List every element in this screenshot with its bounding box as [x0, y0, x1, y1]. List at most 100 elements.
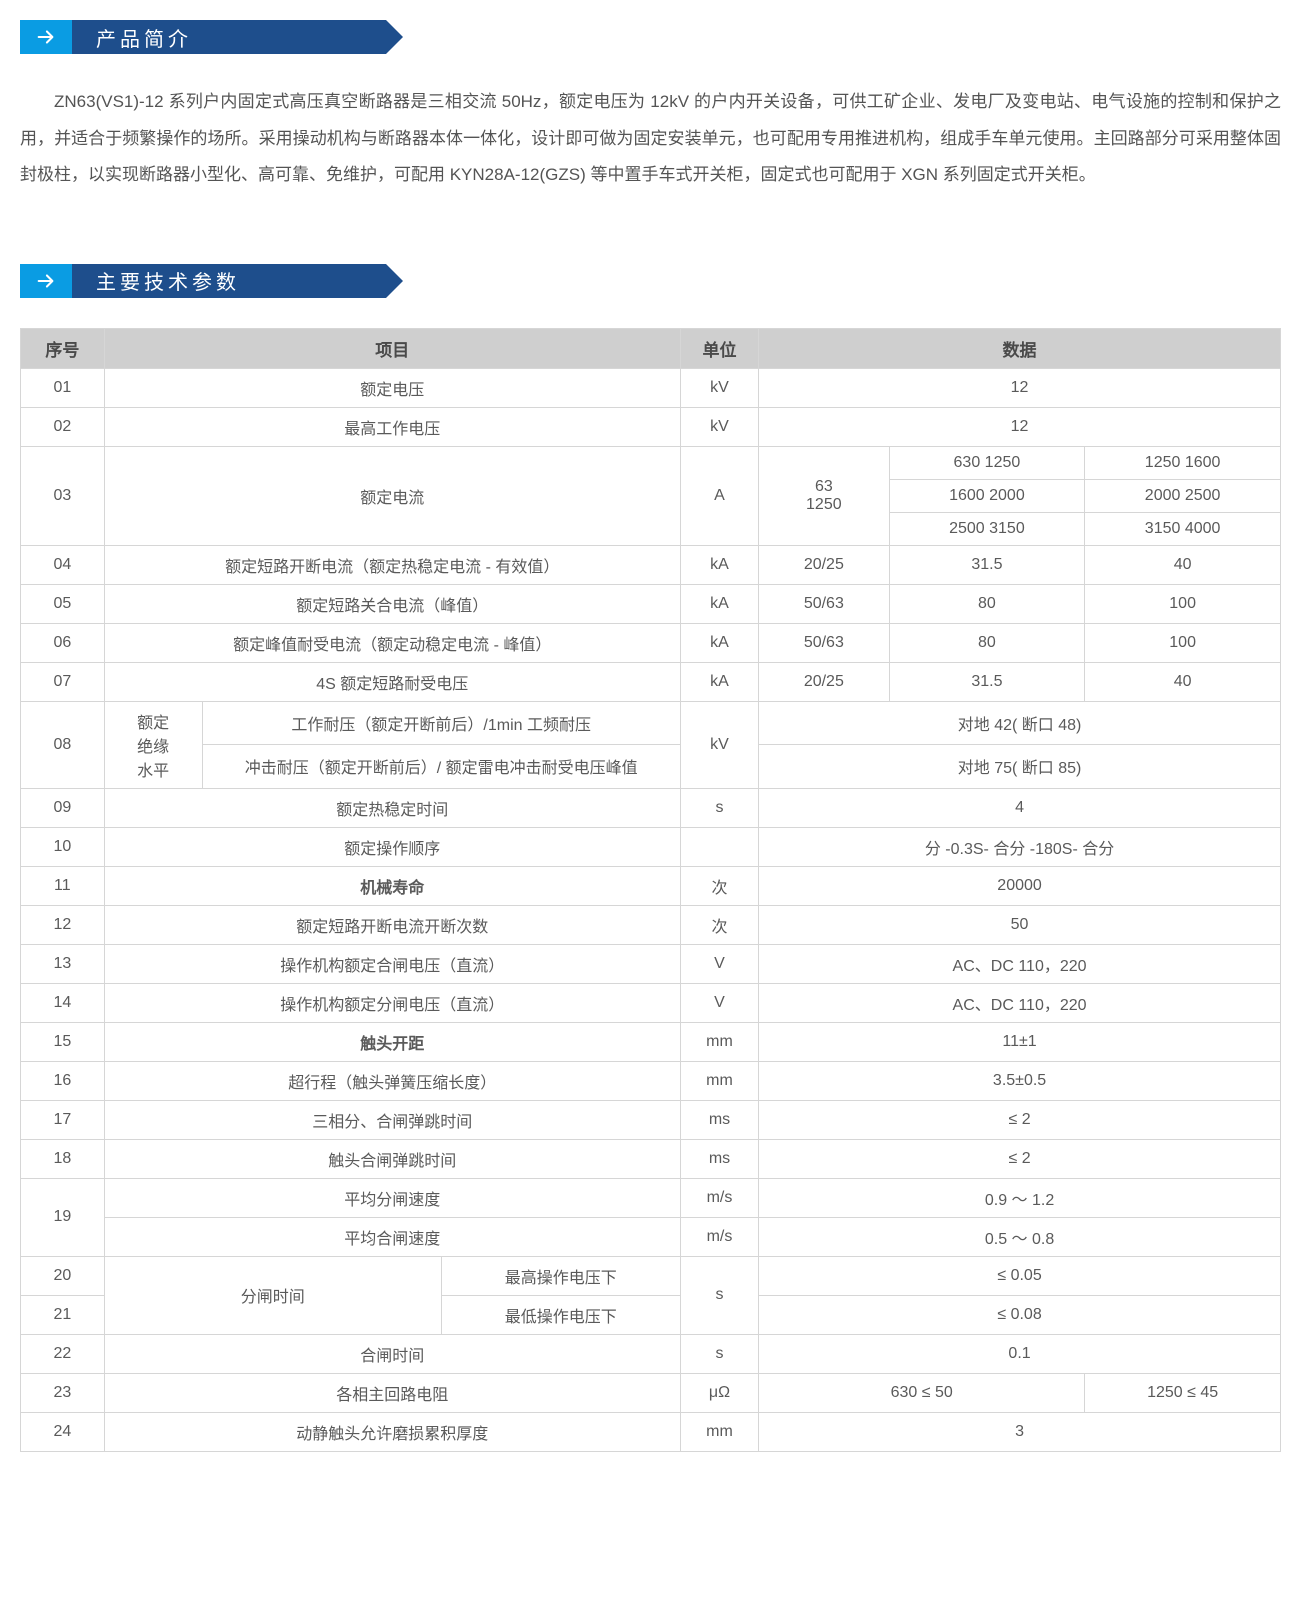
- table-row: 14 操作机构额定分闸电压（直流） V AC、DC 110，220: [21, 983, 1281, 1022]
- cell-data: ≤ 0.08: [759, 1295, 1281, 1334]
- th-data: 数据: [759, 328, 1281, 368]
- table-row: 06 额定峰值耐受电流（额定动稳定电流 - 峰值） kA 50/63 80 10…: [21, 623, 1281, 662]
- cell-data: ≤ 0.05: [759, 1256, 1281, 1295]
- arrow-right-icon: [20, 264, 72, 298]
- cell-unit: ms: [680, 1100, 758, 1139]
- cell-unit: mm: [680, 1022, 758, 1061]
- table-header-row: 序号 项目 单位 数据: [21, 328, 1281, 368]
- cell-unit: V: [680, 944, 758, 983]
- cell-data: 20/25: [759, 662, 889, 701]
- cell-item: 超行程（触头弹簧压缩长度）: [104, 1061, 680, 1100]
- cell-item: 4S 额定短路耐受电压: [104, 662, 680, 701]
- cell-data: 40: [1085, 545, 1281, 584]
- cell-unit: 次: [680, 905, 758, 944]
- table-row: 08 额定 绝缘 水平 工作耐压（额定开断前后）/1min 工频耐压 kV 对地…: [21, 701, 1281, 745]
- cell-data: 1250 1600: [1085, 446, 1281, 479]
- table-row: 13 操作机构额定合闸电压（直流） V AC、DC 110，220: [21, 944, 1281, 983]
- cell-data: 20000: [759, 866, 1281, 905]
- cell-item: 额定短路开断电流开断次数: [104, 905, 680, 944]
- cell-unit: ms: [680, 1139, 758, 1178]
- table-row: 02 最高工作电压 kV 12: [21, 407, 1281, 446]
- table-row: 平均合闸速度 m/s 0.5 ～ 0.8: [21, 1217, 1281, 1256]
- cell-idx: 24: [21, 1412, 105, 1451]
- cell-item: 额定电流: [104, 446, 680, 545]
- cell-unit: kA: [680, 584, 758, 623]
- cell-unit: kA: [680, 623, 758, 662]
- cell-data: 50: [759, 905, 1281, 944]
- cell-unit: 次: [680, 866, 758, 905]
- cell-data: 1250 ≤ 45: [1085, 1373, 1281, 1412]
- cell-item: 最低操作电压下: [441, 1295, 680, 1334]
- cell-item: 最高工作电压: [104, 407, 680, 446]
- cell-idx: 07: [21, 662, 105, 701]
- table-row: 01 额定电压 kV 12: [21, 368, 1281, 407]
- cell-idx: 01: [21, 368, 105, 407]
- table-row: 19 平均分闸速度 m/s 0.9 ～ 1.2: [21, 1178, 1281, 1217]
- cell-data: 对地 42( 断口 48): [759, 701, 1281, 745]
- cell-item: 额定短路开断电流（额定热稳定电流 - 有效值）: [104, 545, 680, 584]
- cell-data: 31.5: [889, 545, 1085, 584]
- cell-item: 平均分闸速度: [104, 1178, 680, 1217]
- section-title-spec: 主要技术参数: [72, 264, 386, 298]
- table-row: 07 4S 额定短路耐受电压 kA 20/25 31.5 40: [21, 662, 1281, 701]
- table-row: 10 额定操作顺序 分 -0.3S- 合分 -180S- 合分: [21, 827, 1281, 866]
- cell-item: 额定热稳定时间: [104, 788, 680, 827]
- cell-data: 0.1: [759, 1334, 1281, 1373]
- cell-data: 0.5 ～ 0.8: [759, 1217, 1281, 1256]
- cell-item: 触头合闸弹跳时间: [104, 1139, 680, 1178]
- cell-idx: 09: [21, 788, 105, 827]
- cell-data: 50/63: [759, 623, 889, 662]
- table-row: 15 触头开距 mm 11±1: [21, 1022, 1281, 1061]
- cell-idx: 17: [21, 1100, 105, 1139]
- cell-unit: A: [680, 446, 758, 545]
- cell-item: 三相分、合闸弹跳时间: [104, 1100, 680, 1139]
- cell-item: 额定操作顺序: [104, 827, 680, 866]
- cell-data: 2000 2500: [1085, 479, 1281, 512]
- table-row: 冲击耐压（额定开断前后）/ 额定雷电冲击耐受电压峰值 对地 75( 断口 85): [21, 745, 1281, 789]
- cell-data: 630 ≤ 50: [759, 1373, 1085, 1412]
- cell-idx: 04: [21, 545, 105, 584]
- cell-item: 工作耐压（额定开断前后）/1min 工频耐压: [202, 701, 680, 745]
- cell-data: 80: [889, 584, 1085, 623]
- table-row: 18 触头合闸弹跳时间 ms ≤ 2: [21, 1139, 1281, 1178]
- table-row: 16 超行程（触头弹簧压缩长度） mm 3.5±0.5: [21, 1061, 1281, 1100]
- cell-idx: 15: [21, 1022, 105, 1061]
- cell-side: 分闸时间: [104, 1256, 441, 1334]
- table-row: 03 额定电流 A 63 1250 630 1250 1250 1600: [21, 446, 1281, 479]
- cell-data: 100: [1085, 623, 1281, 662]
- cell-data: 分 -0.3S- 合分 -180S- 合分: [759, 827, 1281, 866]
- intro-paragraph: ZN63(VS1)-12 系列户内固定式高压真空断路器是三相交流 50Hz，额定…: [20, 84, 1281, 194]
- cell-data: 20/25: [759, 545, 889, 584]
- table-row: 22 合闸时间 s 0.1: [21, 1334, 1281, 1373]
- table-row: 09 额定热稳定时间 s 4: [21, 788, 1281, 827]
- cell-data: 40: [1085, 662, 1281, 701]
- cell-unit: m/s: [680, 1178, 758, 1217]
- table-row: 24 动静触头允许磨损累积厚度 mm 3: [21, 1412, 1281, 1451]
- cell-data: 50/63: [759, 584, 889, 623]
- cell-data: 12: [759, 407, 1281, 446]
- cell-item: 合闸时间: [104, 1334, 680, 1373]
- table-row: 17 三相分、合闸弹跳时间 ms ≤ 2: [21, 1100, 1281, 1139]
- table-row: 12 额定短路开断电流开断次数 次 50: [21, 905, 1281, 944]
- table-row: 23 各相主回路电阻 μΩ 630 ≤ 50 1250 ≤ 45: [21, 1373, 1281, 1412]
- cell-item: 最高操作电压下: [441, 1256, 680, 1295]
- cell-item: 额定短路关合电流（峰值）: [104, 584, 680, 623]
- cell-data: AC、DC 110，220: [759, 944, 1281, 983]
- cell-idx: 19: [21, 1178, 105, 1256]
- cell-unit: kV: [680, 407, 758, 446]
- cell-unit: kA: [680, 545, 758, 584]
- cell-unit: s: [680, 788, 758, 827]
- cell-item: 各相主回路电阻: [104, 1373, 680, 1412]
- cell-data: 4: [759, 788, 1281, 827]
- cell-data: 80: [889, 623, 1085, 662]
- cell-item: 额定峰值耐受电流（额定动稳定电流 - 峰值）: [104, 623, 680, 662]
- section-title-intro: 产品简介: [72, 20, 386, 54]
- table-row: 04 额定短路开断电流（额定热稳定电流 - 有效值） kA 20/25 31.5…: [21, 545, 1281, 584]
- cell-idx: 23: [21, 1373, 105, 1412]
- cell-idx: 18: [21, 1139, 105, 1178]
- cell-idx: 05: [21, 584, 105, 623]
- cell-data: 31.5: [889, 662, 1085, 701]
- cell-unit: kA: [680, 662, 758, 701]
- cell-data: 3.5±0.5: [759, 1061, 1281, 1100]
- cell-data: 11±1: [759, 1022, 1281, 1061]
